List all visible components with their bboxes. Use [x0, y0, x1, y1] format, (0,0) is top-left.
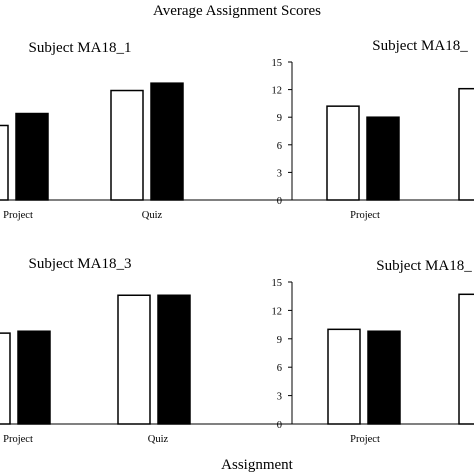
y-tick-label: 6: [277, 141, 282, 152]
x-tick-label: Project: [350, 434, 380, 445]
panel-title: Subject MA18_: [376, 258, 472, 274]
bar-project-series-1: [0, 332, 11, 425]
bar-project-series-2: [367, 330, 401, 425]
bar-project-series-2: [366, 116, 400, 201]
bar-project-series-2: [15, 112, 49, 201]
bar-project-series-2: [17, 330, 51, 425]
x-tick-label: Project: [3, 210, 33, 221]
chart-panel-ma18-4: Subject MA18_03691215ProjectQuiz: [272, 258, 474, 445]
x-tick-label: Project: [350, 210, 380, 221]
y-tick-label: 0: [277, 196, 282, 207]
bar-quiz-series-2: [150, 82, 184, 201]
y-tick-label: 0: [277, 420, 282, 431]
chart-panel-ma18-2: Subject MA18_03691215ProjectQuiz: [272, 38, 474, 221]
y-tick-label: 12: [272, 86, 283, 97]
bar-quiz-series-1: [117, 294, 151, 425]
y-tick-label: 15: [272, 278, 283, 289]
figure-title: Average Assignment Scores: [153, 3, 321, 19]
bar-quiz-series-1: [110, 89, 144, 201]
chart-panel-ma18-1: Subject MA18_1 Project Quiz: [0, 40, 474, 221]
bar-quiz-series-1: [458, 293, 474, 425]
y-tick-label: 12: [272, 306, 283, 317]
panel-title: Subject MA18_: [372, 38, 468, 54]
x-tick-label: Project: [3, 434, 33, 445]
bar-project-series-1: [326, 105, 360, 201]
bar-quiz-series-2: [157, 294, 191, 425]
bar-quiz-series-1: [458, 87, 474, 201]
panel-title: Subject MA18_1: [29, 40, 132, 56]
x-tick-label: Quiz: [148, 434, 169, 445]
y-tick-label: 3: [277, 392, 282, 403]
y-tick-label: 9: [277, 113, 282, 124]
panel-title: Subject MA18_3: [29, 256, 132, 272]
bar-project-series-1: [327, 328, 361, 425]
y-tick-label: 6: [277, 363, 282, 374]
y-tick-label: 15: [272, 58, 283, 69]
y-tick-label: 9: [277, 335, 282, 346]
y-tick-label: 3: [277, 168, 282, 179]
bar-project-series-1: [0, 124, 9, 201]
x-axis-label: Assignment: [221, 457, 294, 473]
x-tick-label: Quiz: [142, 210, 163, 221]
